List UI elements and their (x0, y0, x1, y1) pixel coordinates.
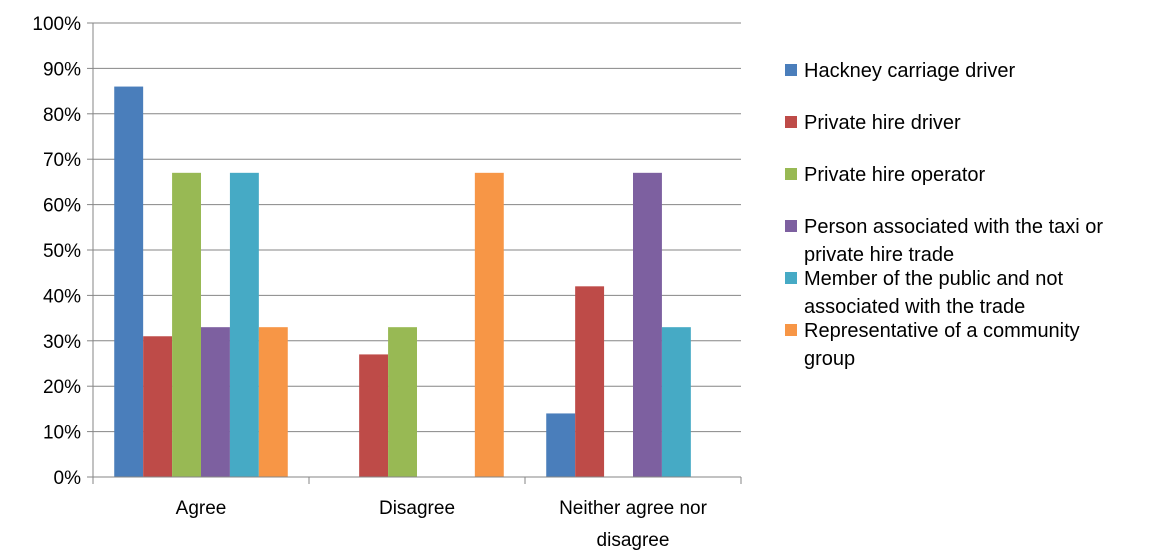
legend-item: Person associated with the taxi or privat… (785, 216, 1103, 266)
y-tick-label: 70% (43, 150, 81, 171)
legend-label: Private hire operator (804, 164, 986, 186)
legend-item: Representative of a community group (785, 320, 1080, 370)
axes (92, 23, 742, 484)
legend-item: Private hire driver (785, 112, 961, 134)
legend-label: Member of the public and not associated w… (804, 268, 1063, 318)
y-tick-label: 10% (43, 423, 81, 444)
y-tick-label: 90% (43, 59, 81, 80)
legend-swatch (785, 116, 797, 128)
bar (258, 327, 288, 477)
x-category-label: Disagree (379, 498, 455, 519)
bar (474, 172, 504, 477)
bars (114, 86, 691, 477)
bar (575, 286, 605, 477)
y-tick-label: 30% (43, 332, 81, 353)
bar (114, 86, 144, 477)
bar (546, 413, 576, 477)
y-tick-label: 0% (54, 468, 82, 489)
legend-swatch (785, 64, 797, 76)
x-axis-category-labels: Agree Disagree Neither agree nor disagree (176, 498, 708, 551)
y-tick-label: 100% (32, 14, 81, 35)
legend-item: Private hire operator (785, 164, 986, 186)
y-tick-label: 60% (43, 196, 81, 217)
y-axis-tick-labels: 0% 10% 20% 30% 40% 50% 60% 70% 80% 90% 100% (32, 14, 81, 489)
bar (201, 327, 230, 477)
legend-label: Hackney carriage driver (804, 60, 1016, 82)
y-tick-label: 40% (43, 286, 81, 307)
y-tick-label: 80% (43, 105, 81, 126)
legend-item: Member of the public and not associated w… (785, 268, 1063, 318)
bar (388, 327, 417, 477)
bar (143, 336, 173, 477)
legend-label: Representative of a community group (804, 320, 1080, 370)
x-category-label: Agree (176, 498, 227, 519)
legend-swatch (785, 220, 797, 232)
legend-swatch (785, 272, 797, 284)
legend-item: Hackney carriage driver (785, 60, 1016, 82)
bar (661, 327, 691, 477)
legend-label: Private hire driver (804, 112, 961, 134)
legend-label: Person associated with the taxi or privat… (804, 216, 1103, 266)
y-tick-label: 50% (43, 241, 81, 262)
bar (359, 354, 389, 477)
y-tick-label: 20% (43, 377, 81, 398)
legend-swatch (785, 168, 797, 180)
x-category-label: Neither agree nor disagree (559, 498, 708, 551)
bar (229, 172, 259, 477)
legend: Hackney carriage driver Private hire driv… (785, 60, 1103, 370)
legend-swatch (785, 324, 797, 336)
bar (633, 172, 662, 477)
bar (172, 172, 201, 477)
